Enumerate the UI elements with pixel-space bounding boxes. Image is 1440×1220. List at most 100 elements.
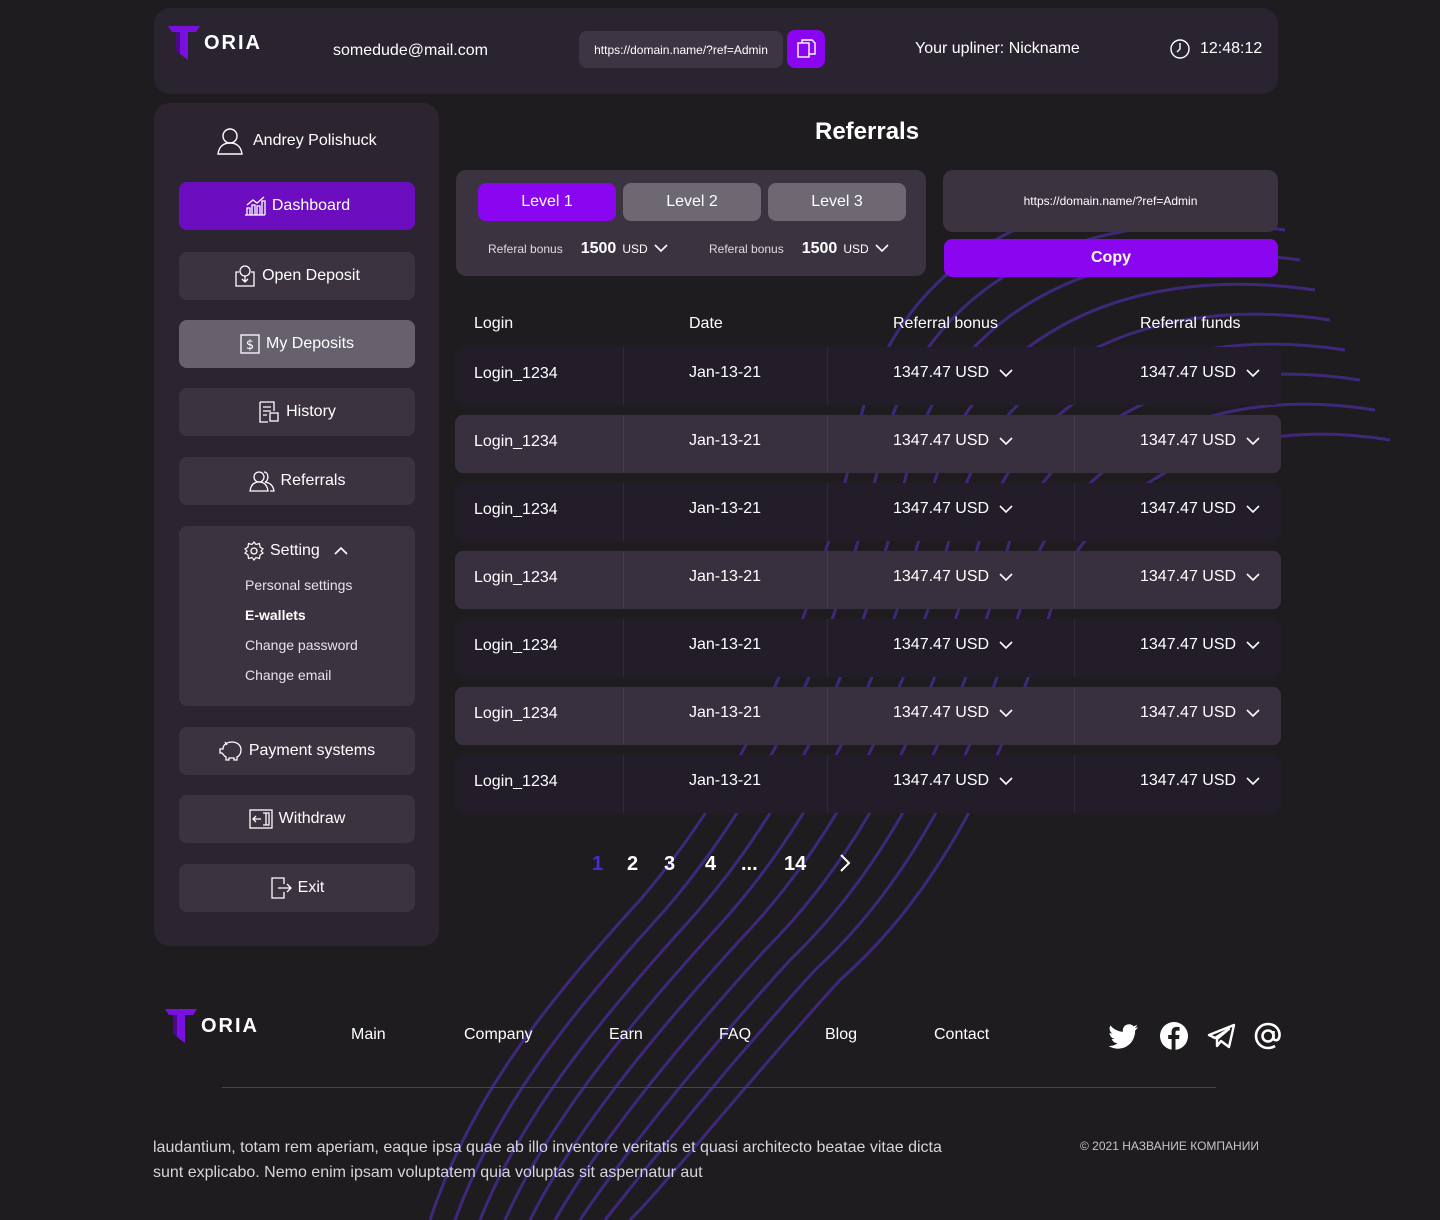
settings-change-email[interactable]: Change email [245, 667, 332, 683]
nav-history[interactable]: History [179, 388, 415, 436]
top-header: ORIA somedude@mail.com https://domain.na… [154, 8, 1278, 94]
settings-change-password[interactable]: Change password [245, 637, 358, 653]
column-separator [623, 483, 624, 541]
cell-referral-bonus[interactable]: 1347.47 USD [893, 568, 1013, 586]
cell-referral-funds[interactable]: 1347.47 USD [1140, 636, 1260, 654]
settings-ewallets[interactable]: E-wallets [245, 607, 306, 623]
nav-label: Withdraw [278, 810, 346, 827]
column-header-login[interactable]: Login [474, 315, 514, 332]
chevron-down-icon [999, 776, 1013, 785]
nav-withdraw[interactable]: Withdraw [179, 795, 415, 843]
nav-my-deposits[interactable]: $ My Deposits [179, 320, 415, 368]
footer-link-faq[interactable]: FAQ [719, 1026, 752, 1043]
logo-mark-icon [168, 26, 200, 60]
footer-link-contact[interactable]: Contact [934, 1026, 990, 1043]
chevron-down-icon [1246, 640, 1260, 649]
column-separator [623, 551, 624, 609]
cell-date: Jan-13-21 [689, 704, 761, 722]
footer-link-company[interactable]: Company [464, 1026, 533, 1043]
table-row[interactable]: Login_1234 Jan-13-21 1347.47 USD 1347.47 US… [455, 347, 1281, 405]
table-row[interactable]: Login_1234 Jan-13-21 1347.47 USD 1347.47 US… [455, 415, 1281, 473]
chevron-down-icon [999, 708, 1013, 717]
cell-referral-bonus[interactable]: 1347.47 USD [893, 364, 1013, 382]
table-row[interactable]: Login_1234 Jan-13-21 1347.47 USD 1347.47 US… [455, 687, 1281, 745]
footer-link-earn[interactable]: Earn [609, 1026, 643, 1043]
cell-referral-bonus[interactable]: 1347.47 USD [893, 500, 1013, 518]
page-14[interactable]: 14 [784, 853, 807, 875]
cell-text: 1347.47 USD [893, 772, 990, 789]
cell-referral-bonus[interactable]: 1347.47 USD [893, 772, 1013, 790]
copy-ref-button[interactable] [787, 30, 825, 68]
copy-button[interactable]: Copy [944, 239, 1278, 277]
cell-date: Jan-13-21 [689, 364, 761, 382]
bonus-summary-2[interactable]: Referal bonus 1500 USD [709, 240, 889, 258]
cell-referral-bonus[interactable]: 1347.47 USD [893, 636, 1013, 654]
referral-link-box[interactable]: https://domain.name/?ref=Admin [943, 170, 1278, 232]
nav-referrals[interactable]: Referrals [179, 457, 415, 505]
clock-icon [1170, 39, 1190, 59]
column-header-date[interactable]: Date [689, 315, 723, 332]
chevron-down-icon [999, 640, 1013, 649]
table-row[interactable]: Login_1234 Jan-13-21 1347.47 USD 1347.47 US… [455, 755, 1281, 813]
page-3[interactable]: 3 [664, 853, 676, 875]
page-4[interactable]: 4 [705, 853, 717, 875]
settings-label: Setting [270, 542, 320, 559]
settings-personal[interactable]: Personal settings [245, 577, 353, 593]
cell-text: Login_1234 [474, 637, 558, 654]
page-2[interactable]: 2 [627, 853, 639, 875]
footer-link-blog[interactable]: Blog [825, 1026, 858, 1043]
cell-referral-bonus[interactable]: 1347.47 USD [893, 432, 1013, 450]
column-header-referral-funds[interactable]: Referral funds [1140, 315, 1241, 332]
cell-text: Login_1234 [474, 501, 558, 518]
nav-dashboard[interactable]: Dashboard [179, 182, 415, 230]
header-ref-link[interactable]: https://domain.name/?ref=Admin [579, 31, 783, 68]
cell-text: Login_1234 [474, 773, 558, 790]
nav-label: Referrals [280, 472, 346, 489]
tab-level-2[interactable]: Level 2 [623, 183, 761, 221]
settings-toggle[interactable]: Setting [244, 541, 348, 561]
cell-date: Jan-13-21 [689, 568, 761, 586]
bonus-summary-1[interactable]: Referal bonus 1500 USD [488, 240, 668, 258]
cell-date: Jan-13-21 [689, 636, 761, 654]
footer-divider [222, 1087, 1216, 1088]
page-1[interactable]: 1 [592, 853, 604, 875]
cell-referral-funds[interactable]: 1347.47 USD [1140, 500, 1260, 518]
cell-referral-funds[interactable]: 1347.47 USD [1140, 772, 1260, 790]
telegram-icon[interactable] [1207, 1021, 1237, 1051]
cell-text: 1347.47 USD [1140, 772, 1237, 789]
nav-open-deposit[interactable]: Open Deposit [179, 252, 415, 300]
column-separator [623, 415, 624, 473]
column-separator [623, 687, 624, 745]
page-title: Referrals [815, 118, 920, 145]
footer-logo[interactable]: ORIA [163, 1007, 259, 1045]
chevron-right-icon[interactable] [839, 853, 851, 873]
tab-level-3[interactable]: Level 3 [768, 183, 906, 221]
cell-referral-funds[interactable]: 1347.47 USD [1140, 568, 1260, 586]
nav-payment-systems[interactable]: Payment systems [179, 727, 415, 775]
footer-link-main[interactable]: Main [351, 1026, 386, 1043]
settings-group: Setting Personal settings E-wallets Chan… [179, 526, 415, 706]
nav-exit[interactable]: Exit [179, 864, 415, 912]
cell-text: Login_1234 [474, 365, 558, 382]
ref-link-text: https://domain.name/?ref=Admin [594, 42, 768, 57]
twitter-icon[interactable] [1109, 1021, 1139, 1051]
table-row[interactable]: Login_1234 Jan-13-21 1347.47 USD 1347.47 US… [455, 619, 1281, 677]
cell-login: Login_1234 [474, 433, 558, 451]
cell-referral-bonus[interactable]: 1347.47 USD [893, 704, 1013, 722]
table-row[interactable]: Login_1234 Jan-13-21 1347.47 USD 1347.47 US… [455, 483, 1281, 541]
tab-level-1[interactable]: Level 1 [478, 183, 616, 221]
cell-login: Login_1234 [474, 637, 558, 655]
column-header-referral-bonus[interactable]: Referral bonus [893, 315, 998, 332]
tab-label: Level 1 [521, 193, 573, 210]
cell-date: Jan-13-21 [689, 432, 761, 450]
user-profile[interactable]: Andrey Polishuck [217, 127, 377, 155]
cell-referral-funds[interactable]: 1347.47 USD [1140, 704, 1260, 722]
facebook-icon[interactable] [1159, 1021, 1189, 1051]
cell-referral-funds[interactable]: 1347.47 USD [1140, 364, 1260, 382]
email-icon[interactable] [1253, 1021, 1283, 1051]
header-logo[interactable]: ORIA [166, 24, 262, 62]
cell-text: Jan-13-21 [689, 568, 762, 585]
chevron-down-icon [1246, 708, 1260, 717]
cell-referral-funds[interactable]: 1347.47 USD [1140, 432, 1260, 450]
table-row[interactable]: Login_1234 Jan-13-21 1347.47 USD 1347.47 US… [455, 551, 1281, 609]
